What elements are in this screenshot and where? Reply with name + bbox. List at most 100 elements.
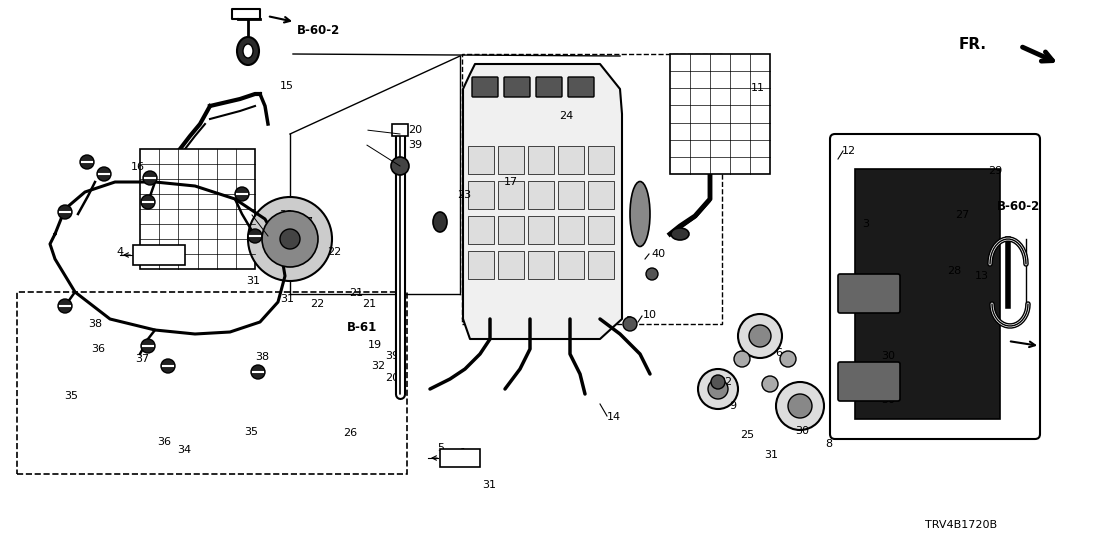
Circle shape [141, 195, 155, 209]
Text: 4: 4 [116, 247, 123, 257]
Circle shape [733, 351, 750, 367]
Text: B-61: B-61 [347, 321, 377, 335]
Text: 1: 1 [142, 254, 148, 264]
Circle shape [391, 157, 409, 175]
Text: 20: 20 [386, 373, 400, 383]
Bar [529, 251, 554, 279]
Circle shape [280, 229, 300, 249]
Bar [529, 146, 554, 174]
Bar [468, 146, 494, 174]
Text: 28: 28 [947, 266, 962, 276]
Text: 31: 31 [280, 294, 295, 304]
Text: 20: 20 [408, 125, 422, 135]
Text: 3: 3 [636, 207, 643, 217]
Text: 38: 38 [255, 352, 269, 362]
Circle shape [708, 379, 728, 399]
Text: 30: 30 [279, 210, 294, 220]
Bar [140, 149, 255, 269]
Circle shape [780, 351, 796, 367]
Circle shape [58, 299, 72, 313]
Circle shape [711, 375, 725, 389]
Circle shape [738, 314, 782, 358]
Text: 9: 9 [729, 401, 736, 411]
Text: 30: 30 [881, 395, 895, 405]
Text: 22: 22 [310, 299, 325, 309]
Ellipse shape [243, 44, 253, 58]
Circle shape [788, 394, 812, 418]
Circle shape [80, 155, 94, 169]
Circle shape [58, 205, 72, 219]
Text: 1: 1 [460, 448, 466, 458]
Bar [17, 292, 407, 474]
Text: 23: 23 [458, 190, 472, 200]
Circle shape [762, 376, 778, 392]
Text: 35: 35 [244, 427, 258, 437]
Circle shape [776, 382, 824, 430]
Text: 30: 30 [796, 426, 810, 436]
Ellipse shape [630, 182, 650, 247]
Text: B-60-2: B-60-2 [297, 24, 340, 37]
Text: 25: 25 [740, 430, 755, 440]
Bar [497, 216, 524, 244]
Text: 31: 31 [246, 276, 260, 286]
Bar [588, 216, 614, 244]
Text: 5: 5 [438, 443, 444, 453]
Ellipse shape [671, 228, 689, 240]
Bar [462, 54, 722, 324]
Circle shape [248, 197, 332, 281]
Text: 27: 27 [955, 210, 970, 220]
Bar [497, 251, 524, 279]
Ellipse shape [433, 212, 447, 232]
Text: TRV4B1720B: TRV4B1720B [925, 520, 997, 530]
Bar [497, 181, 524, 209]
Text: 21: 21 [362, 299, 377, 309]
Text: 31: 31 [765, 450, 779, 460]
Text: 40: 40 [652, 249, 666, 259]
Bar [558, 181, 584, 209]
FancyBboxPatch shape [504, 77, 530, 97]
Circle shape [141, 339, 155, 353]
Circle shape [749, 325, 771, 347]
Bar [588, 181, 614, 209]
Circle shape [261, 211, 318, 267]
FancyBboxPatch shape [568, 77, 594, 97]
Circle shape [98, 167, 111, 181]
Circle shape [623, 317, 637, 331]
Polygon shape [463, 64, 622, 339]
Bar [670, 54, 770, 174]
Text: 14: 14 [607, 412, 622, 422]
Text: 36: 36 [157, 437, 172, 447]
Text: 38: 38 [89, 319, 103, 329]
Text: 21: 21 [349, 288, 363, 297]
Text: 29: 29 [988, 166, 1003, 176]
Text: 37: 37 [135, 354, 150, 364]
Text: 39: 39 [281, 245, 296, 255]
Text: 34: 34 [177, 445, 192, 455]
Text: 7: 7 [305, 217, 311, 227]
Bar [855, 169, 1001, 419]
Text: FR.: FR. [958, 37, 986, 52]
Bar [558, 216, 584, 244]
FancyBboxPatch shape [830, 134, 1040, 439]
Text: 32: 32 [371, 361, 386, 371]
Circle shape [646, 268, 658, 280]
Text: 36: 36 [91, 344, 105, 354]
Bar [529, 181, 554, 209]
Text: 35: 35 [64, 391, 79, 401]
Bar [529, 216, 554, 244]
Bar [558, 146, 584, 174]
Circle shape [235, 187, 249, 201]
Bar [468, 251, 494, 279]
Bar [588, 251, 614, 279]
Text: 22: 22 [327, 247, 341, 257]
Bar [392, 124, 408, 136]
Bar [558, 251, 584, 279]
Text: 30: 30 [881, 351, 895, 361]
Bar [133, 245, 185, 265]
Circle shape [161, 359, 175, 373]
Text: 8: 8 [825, 439, 832, 449]
Text: 24: 24 [560, 111, 574, 121]
Circle shape [698, 369, 738, 409]
Bar [468, 181, 494, 209]
Text: 26: 26 [343, 428, 358, 438]
